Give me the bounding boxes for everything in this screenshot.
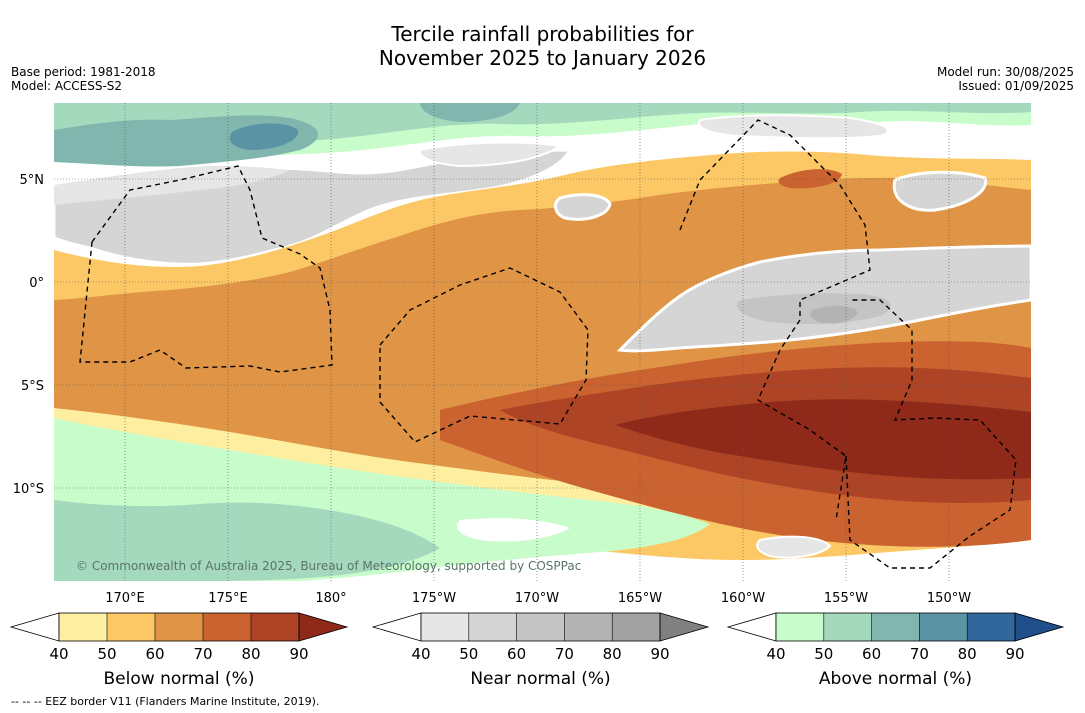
colorbar-2-tick-40: 40: [766, 645, 785, 663]
colorbar-2-tick-90: 90: [1005, 645, 1024, 663]
near-normal-north-patch-3: [698, 114, 889, 140]
colorbar-2: 40 50 60 70 80 90 Above normal (%): [726, 612, 1065, 689]
colorbar-1-title: Near normal (%): [470, 669, 610, 689]
colorbar-1-tick-40: 40: [411, 645, 430, 663]
colorbar-1-low-extension: [371, 612, 422, 642]
colorbar-0-tick-50: 50: [97, 645, 116, 663]
copyright-notice: © Commonwealth of Australia 2025, Bureau…: [76, 559, 581, 573]
near-normal-south-patch: [756, 535, 832, 559]
colorbar-2-segment-3: [919, 613, 968, 641]
colorbar-2-segment-0: [776, 613, 824, 641]
title-line-2: November 2025 to January 2026: [378, 46, 707, 70]
lon-label-165w: 165°W: [618, 591, 662, 606]
lon-label-150w: 150°W: [927, 591, 971, 606]
colorbar-0-tick-80: 80: [241, 645, 260, 663]
lon-label-170w: 170°W: [515, 591, 559, 606]
colorbar-0-low-extension: [9, 612, 60, 642]
lon-label-175e: 175°E: [208, 591, 248, 606]
colorbar-2-segment-1: [823, 613, 872, 641]
issued-date: Issued: 01/09/2025: [958, 79, 1074, 93]
eez-border-line-islands: [679, 119, 871, 521]
colorbar-1-segment-3: [564, 613, 613, 641]
colorbar-1-segment-0: [421, 613, 469, 641]
model-name: Model: ACCESS-S2: [11, 79, 123, 93]
lon-label-160w: 160°W: [721, 591, 765, 606]
colorbar-1-segment-1: [468, 613, 517, 641]
lon-label-170e: 170°E: [105, 591, 145, 606]
lat-label-5s: 5°S: [21, 379, 44, 394]
colorbar-2-tick-70: 70: [910, 645, 929, 663]
colorbar-0-outline: [58, 612, 300, 642]
colorbar-0-title: Below normal (%): [104, 669, 255, 689]
colorbar-2-segment-4: [967, 613, 1015, 641]
colorbar-0-segment-2: [155, 613, 203, 641]
graticule: [54, 103, 1031, 581]
model-run: Model run: 30/08/2025: [936, 65, 1074, 79]
rainfall-probability-field: [54, 103, 1031, 581]
colorbar-1-tick-60: 60: [507, 645, 526, 663]
colorbar-2-tick-80: 80: [958, 645, 977, 663]
colorbar-1-outline: [420, 612, 661, 642]
colorbar-0-high-extension: [298, 612, 349, 642]
near-normal-north-patch-1: [553, 193, 612, 221]
lat-label-5n: 5°N: [20, 173, 45, 188]
colorbar-1-tick-80: 80: [603, 645, 622, 663]
colorbar-1-tick-90: 90: [650, 645, 669, 663]
colorbar-2-low-extension: [726, 612, 777, 642]
colorbar-2-tick-50: 50: [814, 645, 833, 663]
lat-label-10s: 10°S: [13, 482, 44, 497]
above-normal-south-pale-patch: [456, 518, 570, 542]
eez-border-cook-islands: [845, 299, 1017, 569]
colorbar-2-outline: [775, 612, 1016, 642]
colorbar-1-tick-50: 50: [459, 645, 478, 663]
lon-label-180: 180°: [315, 591, 346, 606]
eez-borders: [79, 119, 1017, 569]
colorbar-0-tick-90: 90: [289, 645, 308, 663]
colorbar-0-segment-3: [203, 613, 251, 641]
colorbar-0-tick-60: 60: [145, 645, 164, 663]
eez-footnote: -- -- -- EEZ border V11 (Flanders Marine…: [11, 695, 320, 708]
lon-label-175w: 175°W: [412, 591, 456, 606]
colorbar-0: 40 50 60 70 80 90 Below normal (%): [9, 612, 349, 689]
colorbar-0-tick-40: 40: [49, 645, 68, 663]
colorbar-1-segment-2: [516, 613, 565, 641]
near-normal-northwest-50: [54, 165, 290, 205]
base-period: Base period: 1981-2018: [11, 65, 156, 79]
run-info: Model run: 30/08/2025 Issued: 01/09/2025: [937, 65, 1074, 93]
eez-border-phoenix: [379, 267, 589, 443]
colorbar-2-title: Above normal (%): [819, 669, 972, 689]
map-title: Tercile rainfall probabilities for Novem…: [0, 22, 1085, 70]
above-normal-south-50: [54, 500, 440, 581]
near-normal-north-patch-4: [418, 141, 563, 168]
colorbar-2-high-extension: [1014, 612, 1065, 642]
colorbar-1-segment-4: [612, 613, 660, 641]
eez-border-kiribati-gilbert: [79, 165, 333, 373]
above-normal-north-60b: [420, 103, 520, 122]
colorbar-2-segment-2: [871, 613, 920, 641]
colorbar-0-segment-1: [107, 613, 155, 641]
colorbar-1-tick-70: 70: [555, 645, 574, 663]
colorbar-0-segment-0: [59, 613, 107, 641]
above-normal-north-70: [229, 123, 299, 150]
colorbar-1-high-extension: [659, 612, 710, 642]
lat-label-0: 0°: [29, 276, 44, 291]
base-info: Base period: 1981-2018 Model: ACCESS-S2: [11, 65, 156, 93]
colorbar-1: 40 50 60 70 80 90 Near normal (%): [371, 612, 710, 689]
colorbar-0-tick-70: 70: [193, 645, 212, 663]
title-line-1: Tercile rainfall probabilities for: [391, 22, 694, 46]
colorbar-legends: 40 50 60 70 80 90 Below normal (%) 40 50 60 70 80 90…: [9, 612, 1065, 689]
colorbar-2-tick-60: 60: [862, 645, 881, 663]
lon-label-155w: 155°W: [824, 591, 868, 606]
near-normal-north-patch-2: [892, 170, 988, 212]
colorbar-0-segment-4: [251, 613, 299, 641]
